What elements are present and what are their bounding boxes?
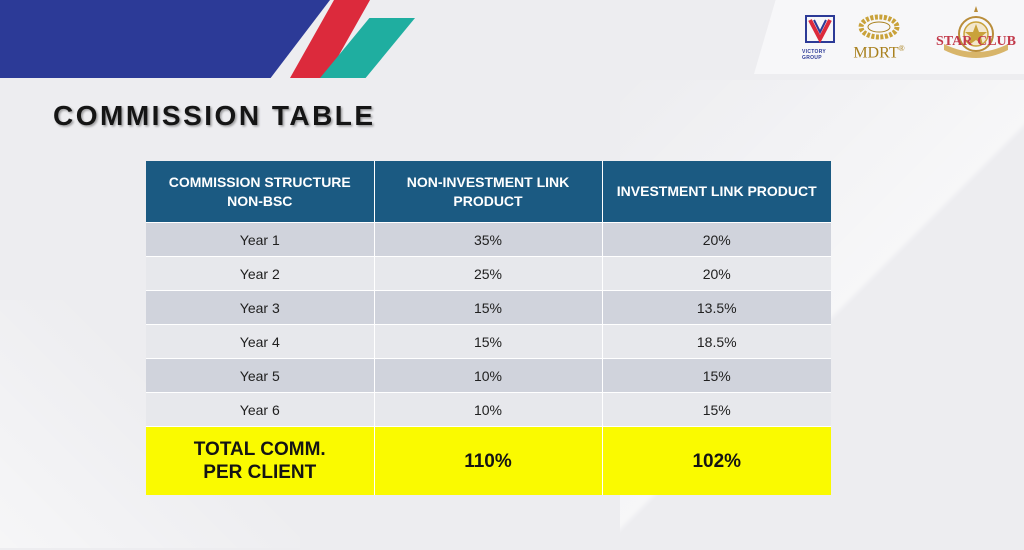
total-non-investment: 110% [374,426,603,495]
cell-year: Year 4 [146,324,375,359]
cell-non-investment: 25% [374,256,603,291]
commission-table: COMMISSION STRUCTURE NON-BSC NON-INVESTM… [146,161,831,495]
cell-investment: 18.5% [602,324,831,359]
mdrt-ring-icon [858,14,900,40]
table-row: Year 5 10% 15% [146,358,831,393]
cell-year: Year 1 [146,222,375,257]
star-club-logo: STAR CLUB [934,4,1018,66]
cell-non-investment: 35% [374,222,603,257]
star-club-emblem-icon [944,6,1008,58]
cell-year: Year 2 [146,256,375,291]
table-row: Year 6 10% 15% [146,392,831,427]
cell-year: Year 5 [146,358,375,393]
table-header-row: COMMISSION STRUCTURE NON-BSC NON-INVESTM… [146,161,831,223]
cell-non-investment: 15% [374,324,603,359]
table-row: Year 2 25% 20% [146,256,831,291]
total-investment: 102% [602,426,831,495]
decorative-stripe-blue [0,0,330,78]
mdrt-logo: MDRT® [848,10,910,66]
victory-logo-text: VICTORY GROUP [802,49,826,61]
star-club-text: STAR CLUB [936,34,1016,49]
cell-year: Year 6 [146,392,375,427]
table-row: Year 4 15% 18.5% [146,324,831,359]
victory-v-icon [805,15,835,44]
cell-non-investment: 10% [374,358,603,393]
header-commission-structure: COMMISSION STRUCTURE NON-BSC [146,161,375,223]
header-non-investment-link: NON-INVESTMENT LINK PRODUCT [374,161,603,223]
table-row: Year 1 35% 20% [146,222,831,257]
page-title: COMMISSION TABLE [53,100,376,131]
victory-group-logo: VICTORY GROUP [802,12,838,64]
mdrt-logo-text: MDRT® [853,43,905,62]
cell-investment: 13.5% [602,290,831,325]
total-row: TOTAL COMM. PER CLIENT 110% 102% [146,426,831,495]
cell-investment: 15% [602,392,831,427]
cell-year: Year 3 [146,290,375,325]
cell-investment: 20% [602,222,831,257]
table-row: Year 3 15% 13.5% [146,290,831,325]
cell-non-investment: 10% [374,392,603,427]
cell-investment: 20% [602,256,831,291]
cell-non-investment: 15% [374,290,603,325]
total-label: TOTAL COMM. PER CLIENT [146,426,375,495]
header-investment-link: INVESTMENT LINK PRODUCT [602,161,831,223]
cell-investment: 15% [602,358,831,393]
